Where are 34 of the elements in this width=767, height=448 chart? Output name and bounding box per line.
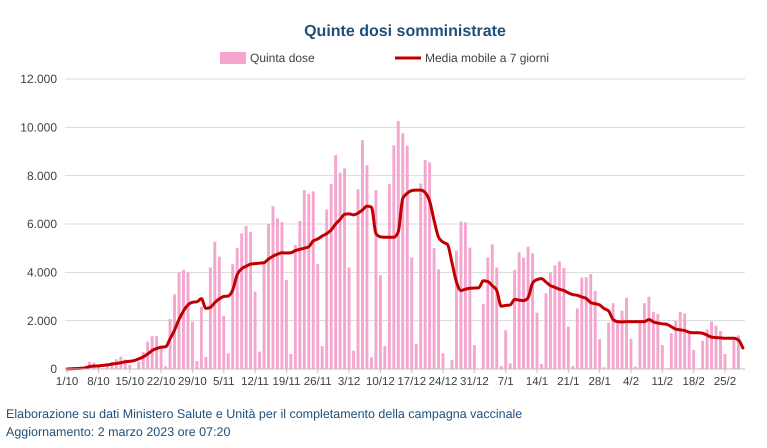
x-tick-label: 15/10 xyxy=(115,376,144,388)
y-tick-label: 8.000 xyxy=(26,168,58,183)
x-tick-label: 11/2 xyxy=(652,376,674,388)
x-tick-label: 22/10 xyxy=(146,376,176,388)
y-tick-label: 6.000 xyxy=(26,217,58,232)
x-tick-label: 7/1 xyxy=(498,376,514,388)
x-tick-label: 24/12 xyxy=(428,376,458,388)
x-tick-label: 26/11 xyxy=(304,376,332,388)
x-tick-label: 12/11 xyxy=(241,376,270,388)
chart-title: Quinte dosi somministrate xyxy=(304,23,506,40)
legend-label: Quinta dose xyxy=(250,51,316,66)
y-tick-label: 12.000 xyxy=(20,72,58,86)
y-tick-label: 4.000 xyxy=(26,266,58,280)
x-tick-label: 10/12 xyxy=(366,376,395,388)
x-tick-label: 18/2 xyxy=(682,376,705,388)
text: Aggiornamento: 2 marzo 2023 ore 07:20 xyxy=(6,425,230,439)
x-tick-label: 5/11 xyxy=(212,376,235,388)
x-tick-label: 25/2 xyxy=(714,376,736,388)
x-tick-label: 29/10 xyxy=(178,376,207,388)
y-tick-label: 10.000 xyxy=(20,120,58,135)
x-tick-label: 4/2 xyxy=(622,376,639,388)
x-tick-label: 14/1 xyxy=(526,376,548,388)
y-tick-label: 0 xyxy=(50,362,58,376)
x-tick-label: 1/10 xyxy=(56,376,78,388)
x-tick-label: 8/10 xyxy=(87,376,110,388)
x-tick-label: 19/11 xyxy=(272,376,300,388)
x-tick-label: 17/12 xyxy=(397,376,426,388)
y-tick-label: 2.000 xyxy=(26,314,58,328)
legend-label: Media mobile a 7 giorni xyxy=(425,51,550,66)
x-tick-label: 31/12 xyxy=(460,376,489,388)
x-tick-label: 28/1 xyxy=(588,376,611,388)
text: Elaborazione su dati Ministero Salute e Unità per il completamento della campagna vaccinale xyxy=(6,407,522,421)
x-tick-label: 3/12 xyxy=(338,376,360,388)
x-tick-label: 21/1 xyxy=(557,376,580,388)
